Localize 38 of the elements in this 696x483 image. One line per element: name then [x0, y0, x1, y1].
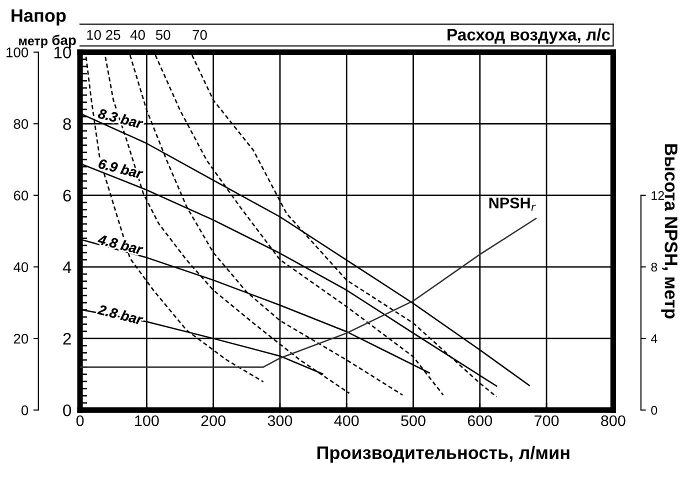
y-tick-label: 60 [14, 190, 28, 200]
x-tick-label: 400 [334, 415, 359, 426]
y-tick-label: 20 [14, 334, 28, 344]
y2-axis-title: бар [52, 34, 76, 48]
text: 6.9 bar [98, 158, 144, 179]
x-tick-label: 0 [76, 415, 84, 426]
x-tick-label: 200 [201, 415, 226, 426]
series-label: 50 [156, 30, 170, 40]
series-label: NPSH$_{r}$ [489, 198, 536, 211]
x-tick-label: 300 [268, 415, 292, 426]
y-tick-label: 40 [14, 262, 28, 272]
x2-axis-title: Расход воздуха, л/с [448, 28, 610, 44]
y3-tick-label: 8 [651, 262, 658, 272]
x-tick-label: 600 [468, 415, 492, 426]
y2-tick-label: 4 [62, 261, 72, 273]
x-tick-label: 500 [401, 415, 426, 426]
x-tick-label: 800 [601, 415, 626, 426]
y2-tick-label: 2 [63, 332, 71, 345]
y-tick-label: 0 [21, 405, 28, 416]
y2-tick-label: 8 [63, 118, 71, 130]
chart-title: Напор [12, 9, 66, 26]
y3-tick-label: 4 [650, 334, 658, 344]
series-label: 10 [87, 30, 101, 40]
x-axis-title: Производительность, л/мин [317, 446, 570, 463]
text: 4.8 bar [97, 234, 144, 255]
x-tick-label: 100 [135, 415, 159, 426]
y-tick-label: 100 [6, 48, 28, 58]
y3-tick-label: 0 [651, 406, 658, 415]
series-label: 40 [130, 30, 145, 40]
y2-tick-label: 6 [63, 190, 71, 202]
y-axis-title: метр [19, 38, 48, 48]
line-series [80, 218, 537, 368]
series-label: 70 [192, 30, 207, 40]
y-tick-label: 80 [14, 119, 28, 129]
y2-tick-label: 10 [54, 46, 72, 58]
series-label: 25 [106, 30, 120, 40]
x-tick-label: 700 [534, 415, 559, 426]
y2-tick-label: 0 [63, 404, 72, 416]
